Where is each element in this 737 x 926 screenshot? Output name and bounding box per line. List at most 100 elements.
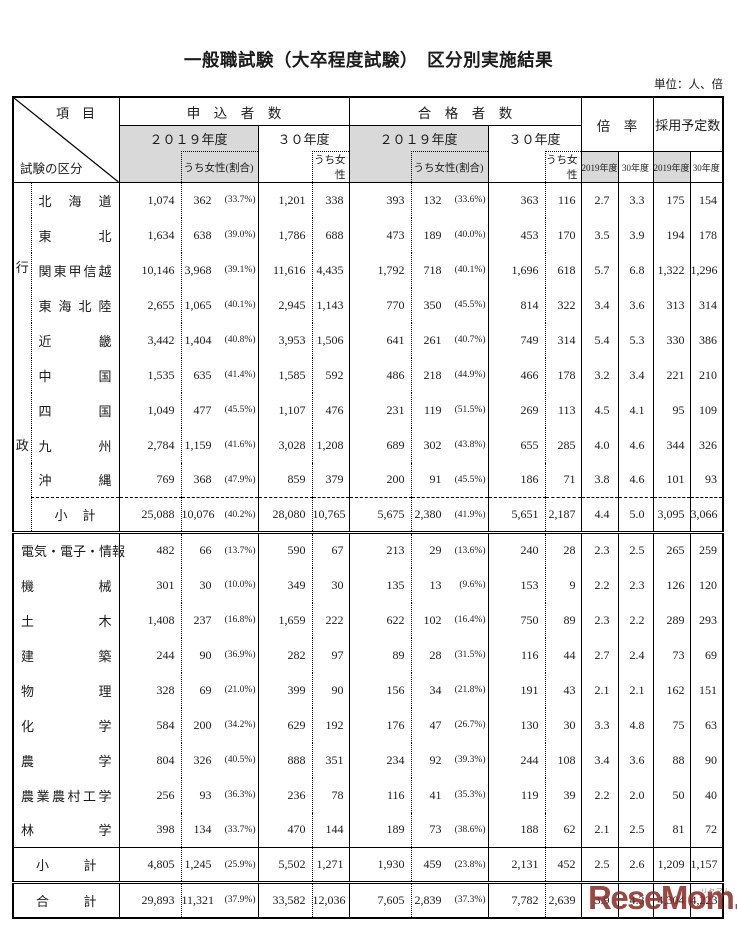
- cell-applicants-2019-female: 30 (10.0%): [181, 567, 259, 603]
- cell-ratio-2019: 2.2: [581, 777, 619, 813]
- cell-ratio-2019: 2.3: [581, 602, 619, 638]
- cell-applicants-2019-female: 69 (21.0%): [181, 672, 259, 708]
- female-count: 102: [423, 612, 442, 627]
- cell-planned-30: 120: [699, 577, 718, 592]
- row-label: 関東甲信越: [31, 252, 120, 288]
- female-count: 1,065: [184, 297, 212, 312]
- female-count: 218: [423, 367, 442, 382]
- cell-applicants-2019-female: 638 (39.0%): [181, 217, 259, 253]
- row-label: 合 計: [13, 881, 120, 918]
- cell-ratio-2019: 2.1: [581, 812, 619, 848]
- cell-ratio-2019: 5.4: [581, 322, 619, 358]
- cell-planned-30: 1,296: [690, 262, 718, 277]
- cell-planned-2019: 313: [653, 287, 691, 323]
- female-share-percent: (25.9%): [224, 859, 256, 870]
- header-applicants: 申 込 者 数: [119, 97, 350, 126]
- cell-planned-2019: 344: [653, 427, 691, 463]
- cell-applicants-30-female: 222: [312, 602, 350, 638]
- cell-applicants-2019: 584: [119, 707, 182, 743]
- row-label: 土木: [13, 602, 120, 638]
- female-count: 2,380: [414, 507, 442, 521]
- cell-ratio-2019: 3.2: [581, 357, 619, 393]
- female-count: 134: [193, 822, 212, 837]
- female-share-percent: (37.9%): [224, 895, 256, 906]
- table-row: 物理 328 69 (21.0%) 399 90 156 34 (21.8%) 191 43 2.1 2…: [13, 672, 723, 708]
- female-count: 237: [193, 612, 212, 627]
- female-share-percent: (40.7%): [454, 335, 486, 345]
- row-label: 物理: [13, 672, 120, 708]
- header-spacer: [349, 151, 411, 183]
- cell-applicants-30: 629: [258, 707, 313, 743]
- row-label: 電気・電子・情報: [13, 531, 125, 568]
- cell-passers-30: 7,782: [488, 881, 546, 918]
- cell-planned-30: 40: [705, 787, 718, 802]
- female-share-percent: (39.3%): [454, 755, 486, 765]
- watermark-text: ReseMom.: [588, 879, 737, 916]
- cell-planned-2019: 95: [653, 392, 691, 428]
- header-passers-30-female: うち女性: [544, 151, 582, 183]
- cell-applicants-30: 1,107: [258, 392, 313, 428]
- cell-planned-30: 72: [705, 822, 718, 837]
- cell-applicants-2019-female: 635 (41.4%): [181, 357, 259, 393]
- female-count: 1,245: [184, 857, 212, 871]
- cell-applicants-2019: 2,784: [119, 427, 182, 463]
- female-share-percent: (38.6%): [454, 824, 486, 835]
- female-share-percent: (41.6%): [224, 440, 256, 450]
- female-share-percent: (35.3%): [454, 790, 486, 800]
- cell-passers-2019: 689: [349, 427, 412, 463]
- cell-applicants-2019: 256: [119, 777, 182, 813]
- cell-passers-30: 655: [488, 427, 546, 463]
- cell-passers-2019: 1,930: [349, 847, 412, 883]
- row-label: 農業農村工学: [13, 777, 120, 813]
- cell-applicants-2019: 25,088: [119, 497, 182, 533]
- cell-applicants-30-female: 192: [312, 707, 350, 743]
- female-share-percent: (16.8%): [224, 615, 256, 625]
- cell-ratio-2019: 5.7: [581, 252, 619, 288]
- cell-planned-2019: 101: [653, 462, 691, 498]
- cell-planned-30: 293: [699, 612, 718, 627]
- cell-ratio-2019: 3.4: [581, 742, 619, 778]
- header-ratio: 倍 率: [581, 97, 654, 152]
- cell-planned-30: 63: [705, 717, 718, 732]
- cell-passers-2019: 135: [349, 567, 412, 603]
- cell-applicants-30: 859: [258, 462, 313, 498]
- female-count: 11,321: [181, 892, 215, 907]
- vertical-group-label-administrative: 行政: [13, 182, 32, 533]
- cell-passers-30-female: 285: [545, 427, 582, 463]
- cell-applicants-30-female: 1,506: [312, 322, 350, 358]
- cell-applicants-30-female: 10,765: [312, 497, 350, 533]
- header-spacer: [119, 151, 181, 183]
- cell-applicants-30: 888: [258, 742, 313, 778]
- header-ratio-fy30: 30年度: [618, 151, 654, 183]
- cell-ratio-30: 3.4: [618, 357, 654, 393]
- cell-planned-30: 314: [699, 297, 718, 312]
- cell-planned-2019: 265: [653, 531, 691, 568]
- cell-ratio-2019: 2.7: [581, 182, 619, 218]
- female-count: 718: [423, 262, 442, 277]
- cell-planned-30: 154: [699, 192, 718, 207]
- female-count: 10,076: [181, 507, 215, 521]
- cell-passers-30-female: 44: [545, 637, 582, 673]
- table-row: 合 計 29,893 11,321 (37.9%) 33,582 12,036 7,605 2…: [13, 881, 724, 918]
- female-count: 326: [193, 752, 212, 767]
- cell-applicants-2019-female: 368 (47.9%): [181, 462, 259, 498]
- cell-applicants-2019-female: 362 (33.7%): [181, 182, 259, 218]
- header-passers-fy2019: ２０１９年度: [349, 125, 489, 152]
- cell-ratio-2019: 2.5: [581, 847, 619, 883]
- cell-planned-2019: 81: [653, 812, 691, 848]
- cell-planned-2019: 162: [653, 672, 691, 708]
- cell-ratio-30: 4.6: [618, 427, 654, 463]
- female-share-percent: (13.7%): [224, 545, 256, 556]
- cell-planned-2019: 88: [653, 742, 691, 778]
- female-share-percent: (45.5%): [224, 405, 256, 415]
- cell-applicants-2019: 301: [119, 567, 182, 603]
- cell-planned-30: 4,223: [690, 881, 724, 918]
- header-category-label: 試験の区分: [20, 162, 83, 176]
- cell-applicants-2019-female: 1,245 (25.9%): [181, 847, 259, 883]
- cell-passers-30-female: 39: [545, 777, 582, 813]
- female-share-percent: (45.5%): [454, 474, 486, 485]
- cell-planned-2019: 1,209: [653, 847, 691, 883]
- female-count: 2,839: [414, 892, 442, 907]
- cell-applicants-30-female: 1,271: [312, 847, 350, 883]
- cell-ratio-30: 5.0: [618, 497, 654, 533]
